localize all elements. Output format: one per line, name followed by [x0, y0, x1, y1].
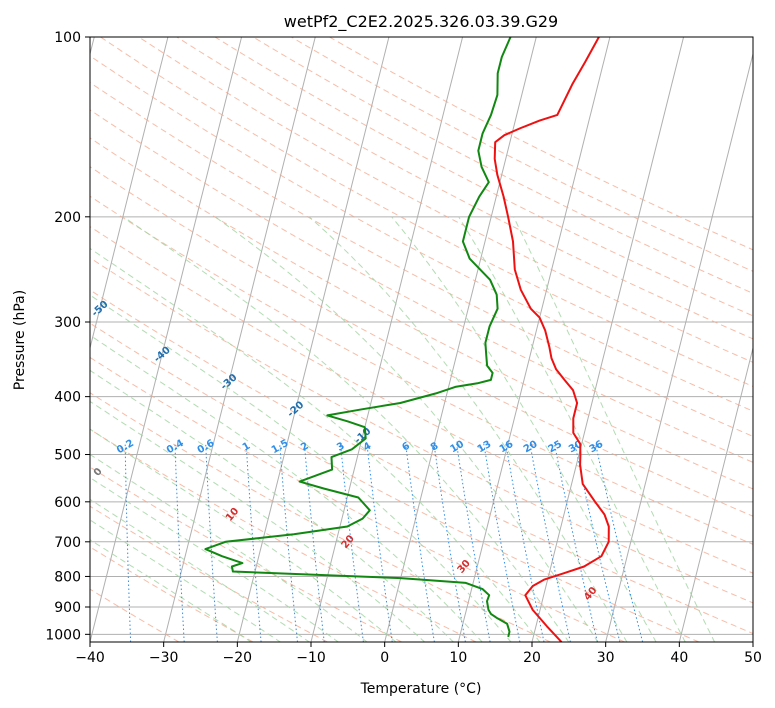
moist-adiabat: [90, 477, 340, 642]
mixing-ratio-line: [456, 443, 491, 642]
data-lines: [204, 37, 610, 642]
mixing-ratio-label: 8: [429, 441, 441, 454]
dry-adiabat: [90, 81, 753, 437]
mixing-ratio-line: [433, 443, 466, 642]
temperature-profile-line: [493, 37, 610, 642]
x-tick-label: 0: [380, 650, 389, 666]
mixing-ratio-line: [405, 443, 435, 642]
moist-adiabat: [90, 453, 368, 642]
mixing-ratio-line: [483, 443, 521, 642]
mixing-ratio-line: [339, 443, 364, 642]
mixing-ratio-line: [554, 443, 598, 642]
dry-adiabat: [90, 109, 753, 463]
dry-adiabat: [214, 37, 753, 317]
y-axis-label: Pressure (hPa): [12, 290, 28, 390]
x-tick-label: 40: [670, 650, 688, 666]
mixing-ratio-label: 4: [362, 441, 374, 454]
isotherm-line: [531, 37, 685, 642]
y-tick-label: 300: [54, 315, 81, 331]
mixing-ratio-label: 1: [241, 441, 253, 454]
moist-adiabat: [90, 369, 455, 642]
x-tick-label: −10: [296, 650, 326, 666]
background-lines: 0.10.20.40.611.52346810131620253036-100-…: [90, 37, 753, 642]
dry-adiabat: [100, 37, 753, 388]
isotherm-line: [384, 37, 537, 642]
isotherm-line: [678, 345, 753, 642]
dry-adiabat: [90, 195, 753, 545]
mixing-ratio-label: 3: [335, 441, 347, 454]
dry-adiabat: [252, 37, 753, 294]
x-tick-label: 20: [523, 650, 541, 666]
dewpoint-profile-line: [204, 37, 512, 638]
mixing-ratio-line: [529, 443, 571, 642]
moist-adiabat: [308, 216, 628, 642]
moist-adiabat: [90, 498, 311, 642]
x-tick-label: 30: [597, 650, 615, 666]
y-tick-label: 600: [54, 495, 81, 511]
dry-adiabat: [90, 466, 402, 642]
mixing-ratio-line: [245, 443, 262, 642]
dry-adiabat: [90, 166, 753, 517]
x-axis: −40 −30 −20 −10 0 10 20 30 40 50: [75, 642, 762, 666]
x-tick-label: −30: [149, 650, 179, 666]
moist-adiabat: [391, 216, 657, 642]
dry-adiabat: [90, 55, 753, 412]
moist-adiabat: [513, 216, 716, 642]
y-tick-label: 400: [54, 390, 81, 406]
plot-area: 0.10.20.40.611.52346810131620253036-100-…: [90, 37, 753, 642]
mixing-ratio-line: [505, 443, 545, 642]
chart-title: wetPf2_C2E2.2025.326.03.39.G29: [284, 12, 558, 32]
y-tick-label: 200: [54, 210, 81, 226]
mixing-ratio-line: [303, 443, 325, 642]
y-tick-label: 500: [54, 448, 81, 464]
mixing-ratio-label: 6: [400, 441, 412, 454]
isotherm-line: [90, 37, 243, 642]
y-tick-label: 800: [54, 569, 81, 585]
dry-adiabat: [176, 37, 753, 340]
y-tick-label: 900: [54, 600, 81, 616]
mixing-ratio-line: [174, 443, 185, 642]
dry-adiabat: [90, 322, 700, 642]
plot-frame: [89, 36, 754, 643]
isotherm-line: [605, 51, 753, 642]
y-tick-label: 700: [54, 535, 81, 551]
dry-adiabat: [329, 37, 753, 251]
x-axis-label: Temperature (°C): [360, 681, 482, 697]
dry-adiabat: [90, 356, 625, 642]
dry-adiabat: [90, 257, 753, 604]
isotherm-line: [310, 37, 464, 642]
dry-adiabat: [291, 37, 753, 272]
moist-adiabat: [90, 334, 483, 642]
moist-adiabat: [90, 247, 541, 642]
mixing-ratio-line: [279, 443, 298, 642]
isotherm-line: [90, 37, 169, 351]
x-tick-label: −40: [75, 650, 105, 666]
moist-adiabat: [90, 294, 512, 642]
dry-adiabat: [90, 226, 753, 574]
y-axis: 100 200 300 400 500 600 700 800 900 1000: [45, 30, 90, 643]
isotherm-line: [236, 37, 390, 642]
isotherm-line: [457, 37, 611, 642]
mixing-ratio-line: [205, 443, 218, 642]
moist-adiabat: [458, 216, 686, 642]
moist-adiabat: [214, 216, 599, 642]
mixing-ratio-line: [124, 443, 132, 642]
y-tick-label: 100: [54, 30, 81, 46]
dry-adiabat: [90, 428, 477, 642]
mixing-ratio-label: 2: [299, 441, 311, 454]
dry-adiabat: [90, 137, 753, 490]
y-tick-label: 1000: [45, 627, 81, 643]
mixing-ratio-line: [366, 443, 393, 642]
x-tick-label: 10: [449, 650, 467, 666]
x-tick-label: −20: [223, 650, 253, 666]
x-tick-label: 50: [744, 650, 762, 666]
